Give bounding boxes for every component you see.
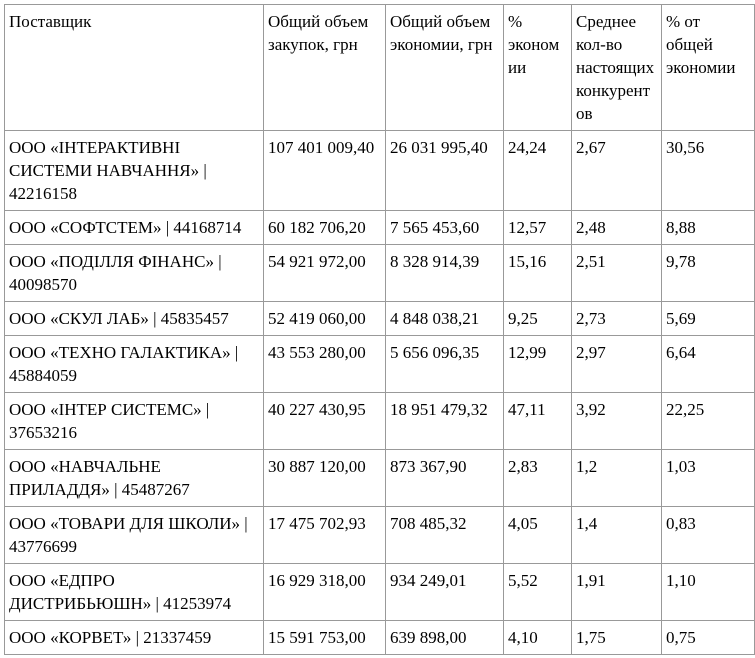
cell-avg-real-competitors: 1,75 — [571, 620, 662, 655]
cell-total-purchases-uah: 40 227 430,95 — [263, 392, 386, 450]
cell-total-purchases-uah: 17 475 702,93 — [263, 506, 386, 564]
column-header-avg-competitors: Среднее кол-во настоящих конкурентов — [571, 4, 662, 131]
cell-savings-percent: 5,52 — [503, 563, 572, 621]
cell-total-savings-uah: 708 485,32 — [385, 506, 504, 564]
cell-total-savings-uah: 26 031 995,40 — [385, 130, 504, 211]
cell-total-savings-uah: 873 367,90 — [385, 449, 504, 507]
cell-savings-percent: 4,10 — [503, 620, 572, 655]
cell-supplier: ООО «ПОДІЛЛЯ ФІНАНС» | 40098570 — [4, 244, 264, 302]
cell-total-purchases-uah: 43 553 280,00 — [263, 335, 386, 393]
column-header-total-savings: Общий объем экономии, грн — [385, 4, 504, 131]
cell-supplier: ООО «ТОВАРИ ДЛЯ ШКОЛИ» | 43776699 — [4, 506, 264, 564]
cell-supplier: ООО «ІНТЕРАКТИВНІ СИСТЕМИ НАВЧАННЯ» | 42… — [4, 130, 264, 211]
cell-savings-percent: 15,16 — [503, 244, 572, 302]
cell-total-savings-uah: 18 951 479,32 — [385, 392, 504, 450]
cell-savings-percent: 4,05 — [503, 506, 572, 564]
cell-percent-of-total-savings: 0,75 — [661, 620, 755, 655]
cell-percent-of-total-savings: 22,25 — [661, 392, 755, 450]
cell-avg-real-competitors: 2,51 — [571, 244, 662, 302]
table-row: ООО «ІНТЕР СИСТЕМС» | 37653216 40 227 430… — [4, 392, 755, 450]
column-header-supplier: Поставщик — [4, 4, 264, 131]
table-row: ООО «ТОВАРИ ДЛЯ ШКОЛИ» | 43776699 17 475 … — [4, 506, 755, 564]
cell-total-savings-uah: 7 565 453,60 — [385, 210, 504, 245]
cell-percent-of-total-savings: 1,10 — [661, 563, 755, 621]
table-row: ООО «СОФТСТЕМ» | 44168714 60 182 706,20 7 … — [4, 210, 755, 245]
cell-total-savings-uah: 639 898,00 — [385, 620, 504, 655]
cell-percent-of-total-savings: 6,64 — [661, 335, 755, 393]
cell-supplier: ООО «ІНТЕР СИСТЕМС» | 37653216 — [4, 392, 264, 450]
cell-total-savings-uah: 5 656 096,35 — [385, 335, 504, 393]
cell-avg-real-competitors: 3,92 — [571, 392, 662, 450]
header-row: Поставщик Общий объем закупок, грн Общий… — [4, 4, 755, 131]
cell-supplier: ООО «ТЕХНО ГАЛАКТИКА» | 45884059 — [4, 335, 264, 393]
cell-percent-of-total-savings: 5,69 — [661, 301, 755, 336]
cell-total-purchases-uah: 54 921 972,00 — [263, 244, 386, 302]
table-row: ООО «ІНТЕРАКТИВНІ СИСТЕМИ НАВЧАННЯ» | 42… — [4, 130, 755, 211]
cell-percent-of-total-savings: 30,56 — [661, 130, 755, 211]
cell-total-savings-uah: 4 848 038,21 — [385, 301, 504, 336]
suppliers-table-body: ООО «ІНТЕРАКТИВНІ СИСТЕМИ НАВЧАННЯ» | 42… — [4, 130, 755, 655]
cell-total-purchases-uah: 60 182 706,20 — [263, 210, 386, 245]
table-row: ООО «ТЕХНО ГАЛАКТИКА» | 45884059 43 553 2… — [4, 335, 755, 393]
cell-savings-percent: 47,11 — [503, 392, 572, 450]
column-header-total-purchases: Общий объем закупок, грн — [263, 4, 386, 131]
cell-total-purchases-uah: 107 401 009,40 — [263, 130, 386, 211]
cell-savings-percent: 9,25 — [503, 301, 572, 336]
cell-percent-of-total-savings: 8,88 — [661, 210, 755, 245]
cell-savings-percent: 2,83 — [503, 449, 572, 507]
table-row: ООО «ПОДІЛЛЯ ФІНАНС» | 40098570 54 921 97… — [4, 244, 755, 302]
cell-avg-real-competitors: 2,67 — [571, 130, 662, 211]
cell-supplier: ООО «СКУЛ ЛАБ» | 45835457 — [4, 301, 264, 336]
suppliers-table: Поставщик Общий объем закупок, грн Общий… — [4, 4, 755, 655]
cell-avg-real-competitors: 2,97 — [571, 335, 662, 393]
table-row: ООО «СКУЛ ЛАБ» | 45835457 52 419 060,00 4 … — [4, 301, 755, 336]
cell-supplier: ООО «СОФТСТЕМ» | 44168714 — [4, 210, 264, 245]
cell-total-purchases-uah: 30 887 120,00 — [263, 449, 386, 507]
cell-supplier: ООО «КОРВЕТ» | 21337459 — [4, 620, 264, 655]
cell-supplier: ООО «НАВЧАЛЬНЕ ПРИЛАДДЯ» | 45487267 — [4, 449, 264, 507]
cell-percent-of-total-savings: 0,83 — [661, 506, 755, 564]
cell-total-purchases-uah: 16 929 318,00 — [263, 563, 386, 621]
cell-avg-real-competitors: 2,48 — [571, 210, 662, 245]
cell-total-purchases-uah: 52 419 060,00 — [263, 301, 386, 336]
cell-savings-percent: 24,24 — [503, 130, 572, 211]
cell-total-savings-uah: 8 328 914,39 — [385, 244, 504, 302]
cell-avg-real-competitors: 1,91 — [571, 563, 662, 621]
column-header-percent-of-total-savings: % от общей экономии — [661, 4, 755, 131]
cell-avg-real-competitors: 2,73 — [571, 301, 662, 336]
table-row: ООО «ЕДПРО ДИСТРИБЬЮШН» | 41253974 16 929… — [4, 563, 755, 621]
table-row: ООО «КОРВЕТ» | 21337459 15 591 753,00 639 … — [4, 620, 755, 655]
cell-avg-real-competitors: 1,2 — [571, 449, 662, 507]
column-header-savings-percent: % экономии — [503, 4, 572, 131]
cell-percent-of-total-savings: 1,03 — [661, 449, 755, 507]
cell-percent-of-total-savings: 9,78 — [661, 244, 755, 302]
cell-total-purchases-uah: 15 591 753,00 — [263, 620, 386, 655]
cell-savings-percent: 12,99 — [503, 335, 572, 393]
cell-total-savings-uah: 934 249,01 — [385, 563, 504, 621]
cell-avg-real-competitors: 1,4 — [571, 506, 662, 564]
table-row: ООО «НАВЧАЛЬНЕ ПРИЛАДДЯ» | 45487267 30 88… — [4, 449, 755, 507]
cell-savings-percent: 12,57 — [503, 210, 572, 245]
cell-supplier: ООО «ЕДПРО ДИСТРИБЬЮШН» | 41253974 — [4, 563, 264, 621]
